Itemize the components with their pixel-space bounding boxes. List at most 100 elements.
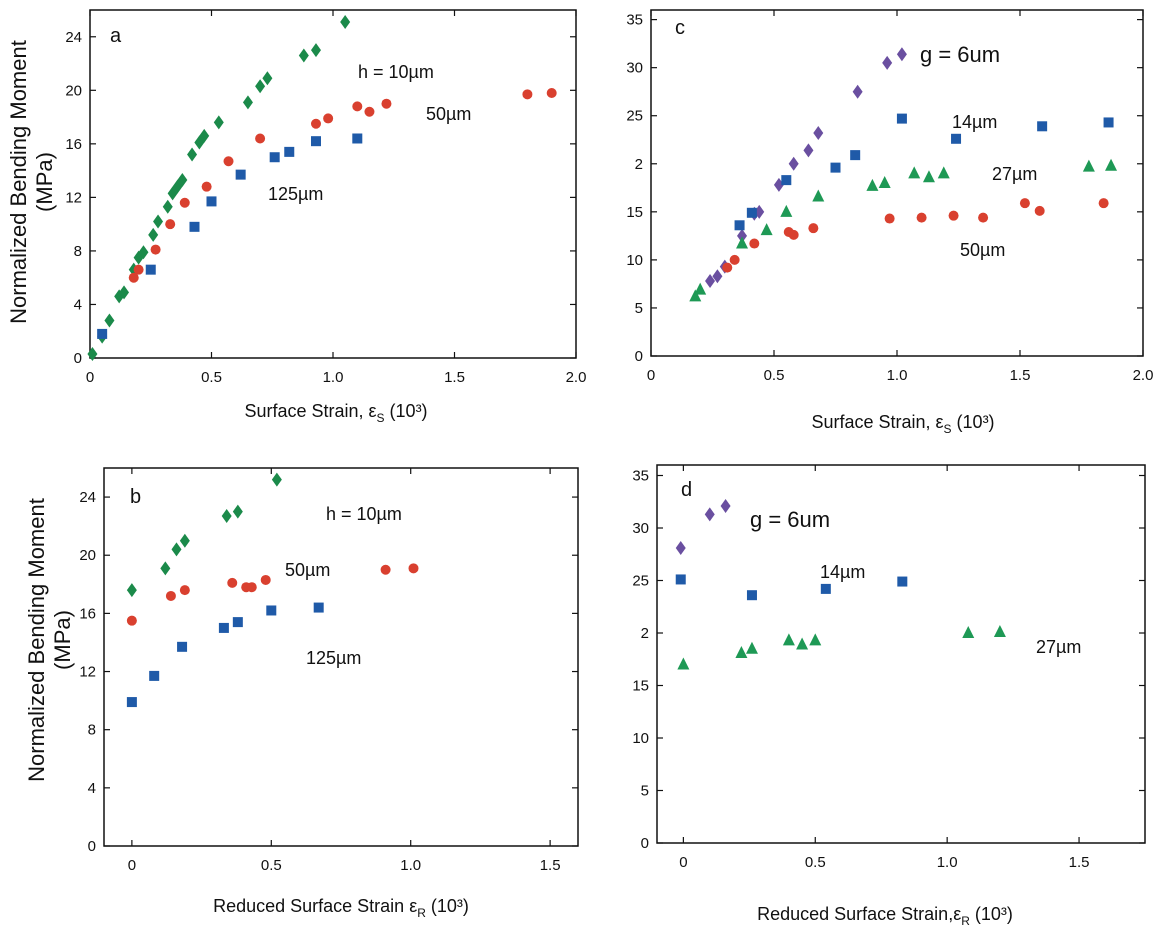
y-tick-label: 24 <box>65 29 82 46</box>
data-point-circle <box>201 181 212 192</box>
data-point-diamond <box>705 274 716 289</box>
annotation-d-g6: g = 6um <box>750 507 830 532</box>
data-point-square <box>206 196 217 207</box>
data-point-square <box>830 162 841 173</box>
data-point-diamond <box>803 143 814 158</box>
data-point-square <box>781 175 792 186</box>
data-point-square <box>675 574 686 585</box>
data-point-square <box>177 641 188 652</box>
y-tick-label: 0 <box>635 348 643 365</box>
x-tick-label: 1.0 <box>400 857 421 874</box>
y-tick-label: 5 <box>635 300 643 317</box>
annotation-b-50: 50µm <box>285 560 330 580</box>
data-point-square <box>746 207 757 218</box>
y-axis-unit-top: (MPa) <box>32 152 57 212</box>
data-point-circle <box>749 238 760 249</box>
data-point-diamond <box>187 147 198 162</box>
data-point-triangle <box>796 637 809 650</box>
data-point-square <box>232 617 243 628</box>
data-point-triangle <box>735 645 748 658</box>
annotation-b-h10: h = 10µm <box>326 504 402 524</box>
data-point-diamond <box>179 533 190 548</box>
x-tick-label: 0 <box>86 369 94 386</box>
data-point-square <box>820 583 831 594</box>
data-point-triangle <box>1082 159 1095 172</box>
data-point-triangle <box>908 166 921 179</box>
y-tick-label: 16 <box>79 605 96 622</box>
y-tick-label: 30 <box>632 520 649 537</box>
data-point-circle <box>128 272 139 283</box>
data-point-square <box>734 220 745 231</box>
data-point-diamond <box>298 48 309 63</box>
x-tick-label: 1.0 <box>937 854 958 871</box>
data-point-diamond <box>310 43 321 58</box>
data-point-triangle <box>962 626 975 638</box>
data-point-circle <box>978 212 989 223</box>
data-point-triangle <box>812 189 825 202</box>
x-tick-label: 0 <box>128 857 136 874</box>
data-point-square <box>896 113 907 124</box>
y-tick-label: 8 <box>74 243 82 260</box>
data-point-diamond <box>852 84 863 99</box>
data-point-square <box>1103 117 1114 128</box>
marks-layer <box>87 15 1118 708</box>
data-point-triangle <box>745 641 758 654</box>
data-point-diamond <box>255 79 266 94</box>
data-point-circle <box>323 113 334 124</box>
y-tick-label: 10 <box>626 252 643 269</box>
panel-letter-a: a <box>110 25 122 47</box>
y-tick-label: 5 <box>641 783 649 800</box>
data-point-triangle <box>694 282 707 295</box>
data-point-circle <box>126 615 137 626</box>
data-point-circle <box>788 229 799 240</box>
data-point-triangle <box>780 204 793 217</box>
data-point-circle <box>916 212 927 223</box>
data-point-triangle <box>736 236 749 249</box>
data-point-square <box>97 328 108 339</box>
data-point-circle <box>729 254 740 265</box>
data-point-diamond <box>737 228 748 243</box>
data-point-circle <box>227 577 238 588</box>
data-point-diamond <box>126 583 137 598</box>
data-point-circle <box>352 101 363 112</box>
x-axis-label-b: Reduced Surface Strain εR (10³) <box>213 896 469 920</box>
data-point-triangle <box>937 166 950 179</box>
data-point-circle <box>1019 198 1030 209</box>
data-point-diamond <box>720 498 731 513</box>
y-axis-label-bottom: Normalized Bending Moment <box>24 498 49 782</box>
data-point-diamond <box>87 346 98 361</box>
y-tick-label: 20 <box>79 547 96 564</box>
data-point-square <box>218 622 229 633</box>
data-point-diamond <box>153 214 164 229</box>
data-point-diamond <box>171 542 182 557</box>
data-point-diamond <box>242 95 253 110</box>
data-point-square <box>235 169 246 180</box>
y-tick-label: 4 <box>74 296 82 313</box>
y-tick-label: 2 <box>641 625 649 642</box>
data-point-square <box>850 150 861 161</box>
data-point-triangle <box>689 289 702 302</box>
data-point-diamond <box>712 269 723 284</box>
data-point-circle <box>179 585 190 596</box>
data-point-circle <box>165 219 176 230</box>
y-tick-label: 12 <box>65 189 82 206</box>
data-point-diamond <box>221 508 232 523</box>
data-point-triangle <box>782 633 795 646</box>
x-tick-label: 2.0 <box>1133 367 1154 384</box>
data-point-triangle <box>878 176 891 188</box>
data-point-circle <box>808 223 819 234</box>
data-point-circle <box>546 87 557 98</box>
y-tick-label: 8 <box>88 722 96 739</box>
data-point-diamond <box>675 540 686 555</box>
data-point-square <box>266 605 277 616</box>
data-point-circle <box>884 213 895 224</box>
y-tick-label: 25 <box>632 573 649 590</box>
y-tick-label: 30 <box>626 60 643 77</box>
data-point-triangle <box>993 624 1006 637</box>
data-point-diamond <box>177 172 188 187</box>
y-tick-label: 20 <box>65 82 82 99</box>
data-point-diamond <box>704 507 715 522</box>
annotation-c-50: 50µm <box>960 240 1005 260</box>
y-tick-label: 16 <box>65 136 82 153</box>
